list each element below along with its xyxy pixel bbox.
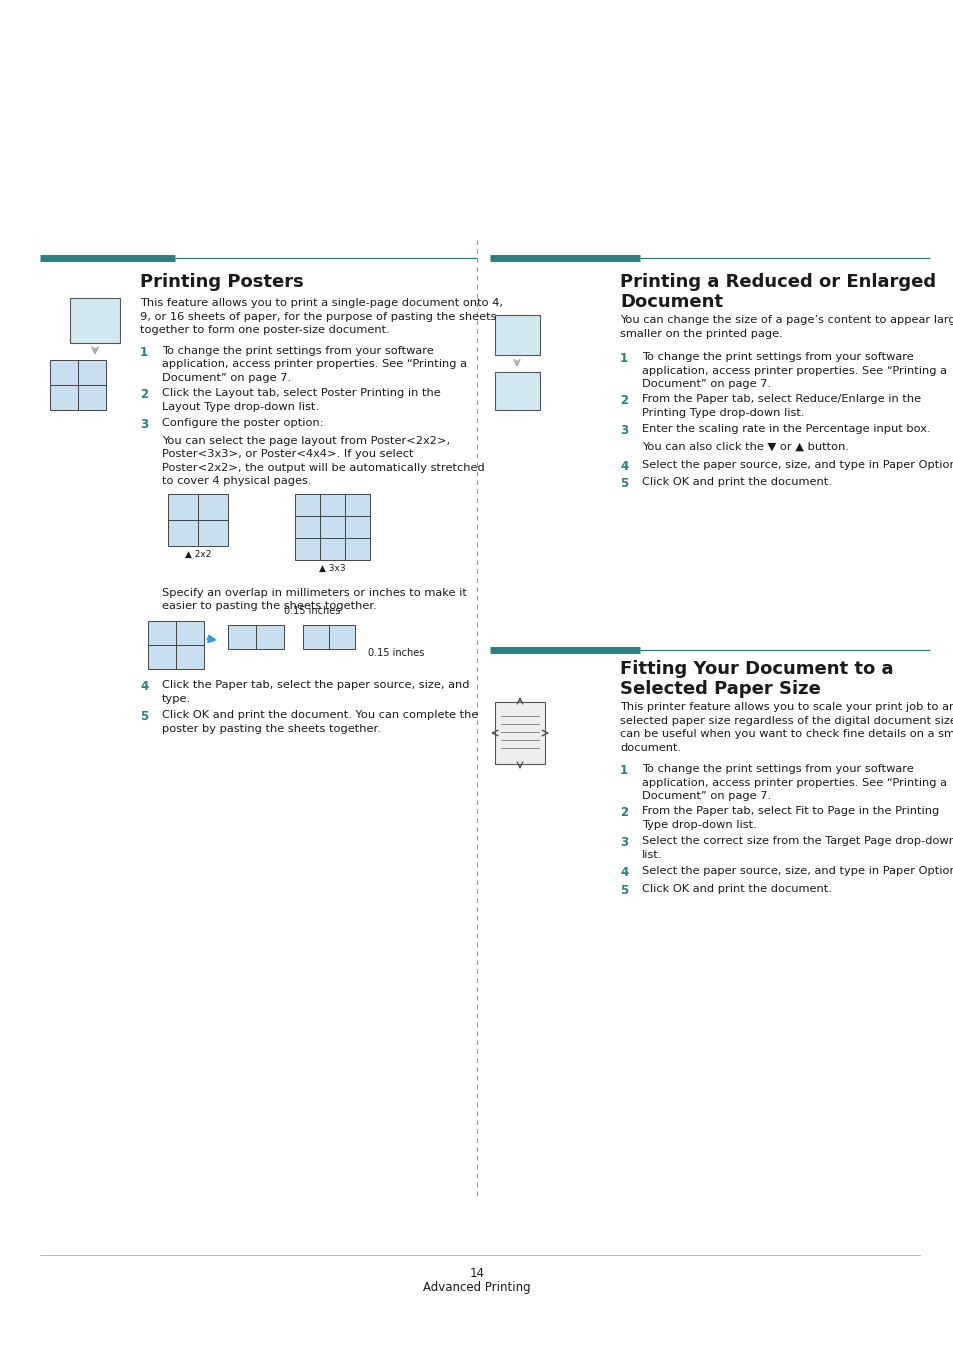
Text: 4: 4 — [140, 680, 148, 694]
Bar — [175, 621, 204, 644]
Text: You can change the size of a page’s content to appear larger or
smaller on the p: You can change the size of a page’s cont… — [619, 315, 953, 339]
Text: Fitting Your Document to a: Fitting Your Document to a — [619, 660, 893, 678]
Bar — [148, 621, 175, 644]
Bar — [495, 315, 539, 355]
Text: Select the paper source, size, and type in Paper Options.: Select the paper source, size, and type … — [641, 867, 953, 876]
Bar — [70, 298, 120, 343]
Bar — [294, 537, 319, 559]
Bar — [148, 644, 175, 668]
Bar — [168, 520, 198, 545]
Text: This printer feature allows you to scale your print job to any
selected paper si: This printer feature allows you to scale… — [619, 702, 953, 753]
Bar — [345, 537, 370, 559]
Text: 4: 4 — [619, 459, 628, 472]
Text: Click OK and print the document.: Click OK and print the document. — [641, 884, 831, 894]
Bar — [495, 373, 539, 410]
Text: Enter the scaling rate in the Percentage input box.: Enter the scaling rate in the Percentage… — [641, 424, 929, 435]
Text: 2: 2 — [140, 387, 148, 401]
Bar — [294, 516, 319, 537]
Text: 0.15 inches: 0.15 inches — [283, 606, 339, 617]
Bar — [50, 360, 78, 385]
Text: Select the correct size from the Target Page drop-down
list.: Select the correct size from the Target … — [641, 837, 953, 860]
Text: 1: 1 — [619, 352, 627, 365]
Text: 5: 5 — [619, 884, 628, 896]
Bar — [78, 385, 106, 410]
Text: Printing a Reduced or Enlarged: Printing a Reduced or Enlarged — [619, 273, 935, 292]
Text: 3: 3 — [140, 418, 148, 431]
Text: Selected Paper Size: Selected Paper Size — [619, 680, 820, 698]
Text: Click the Layout tab, select Poster Printing in the
Layout Type drop-down list.: Click the Layout tab, select Poster Prin… — [162, 387, 440, 412]
Text: Advanced Printing: Advanced Printing — [423, 1281, 530, 1295]
Bar — [303, 625, 329, 648]
Text: 1: 1 — [140, 346, 148, 359]
Text: ▲ 3x3: ▲ 3x3 — [319, 563, 345, 572]
Text: This feature allows you to print a single-page document onto 4,
9, or 16 sheets : This feature allows you to print a singl… — [140, 298, 502, 335]
Text: You can also click the ▼ or ▲ button.: You can also click the ▼ or ▲ button. — [641, 441, 848, 452]
Text: Document: Document — [619, 293, 722, 310]
Bar — [255, 625, 284, 648]
Bar — [50, 385, 78, 410]
Bar — [78, 360, 106, 385]
Bar — [168, 494, 198, 520]
Text: 5: 5 — [619, 477, 628, 490]
Text: 1: 1 — [619, 764, 627, 778]
Text: Configure the poster option:: Configure the poster option: — [162, 418, 323, 428]
Text: To change the print settings from your software
application, access printer prop: To change the print settings from your s… — [162, 346, 467, 382]
Bar — [175, 644, 204, 668]
Bar — [345, 494, 370, 516]
Text: ▲ 2x2: ▲ 2x2 — [185, 549, 211, 559]
Text: To change the print settings from your software
application, access printer prop: To change the print settings from your s… — [641, 764, 946, 801]
Text: Select the paper source, size, and type in Paper Options.: Select the paper source, size, and type … — [641, 459, 953, 470]
Bar — [198, 520, 228, 545]
Text: Specify an overlap in millimeters or inches to make it
easier to pasting the she: Specify an overlap in millimeters or inc… — [162, 587, 466, 612]
Text: 5: 5 — [140, 710, 148, 724]
Text: 2: 2 — [619, 806, 627, 819]
Text: To change the print settings from your software
application, access printer prop: To change the print settings from your s… — [641, 352, 946, 389]
Text: 14: 14 — [469, 1268, 484, 1280]
Bar — [228, 625, 255, 648]
Text: 2: 2 — [619, 394, 627, 408]
Bar — [319, 516, 345, 537]
Text: Click OK and print the document. You can complete the
poster by pasting the shee: Click OK and print the document. You can… — [162, 710, 477, 734]
Text: 0.15 inches: 0.15 inches — [368, 648, 424, 657]
Text: Click the Paper tab, select the paper source, size, and
type.: Click the Paper tab, select the paper so… — [162, 680, 469, 705]
Text: You can select the page layout from Poster<2x2>,
Poster<3x3>, or Poster<4x4>. If: You can select the page layout from Post… — [162, 436, 484, 486]
Text: From the Paper tab, select Fit to Page in the Printing
Type drop-down list.: From the Paper tab, select Fit to Page i… — [641, 806, 939, 830]
Bar — [319, 494, 345, 516]
Bar — [319, 537, 345, 559]
Text: 3: 3 — [619, 837, 627, 849]
Text: Click OK and print the document.: Click OK and print the document. — [641, 477, 831, 487]
Bar — [294, 494, 319, 516]
Bar — [198, 494, 228, 520]
Text: From the Paper tab, select Reduce/Enlarge in the
Printing Type drop-down list.: From the Paper tab, select Reduce/Enlarg… — [641, 394, 921, 418]
Text: Printing Posters: Printing Posters — [140, 273, 303, 292]
Bar — [329, 625, 355, 648]
Text: 4: 4 — [619, 867, 628, 879]
Text: 3: 3 — [619, 424, 627, 437]
Bar — [345, 516, 370, 537]
Bar — [495, 702, 544, 764]
